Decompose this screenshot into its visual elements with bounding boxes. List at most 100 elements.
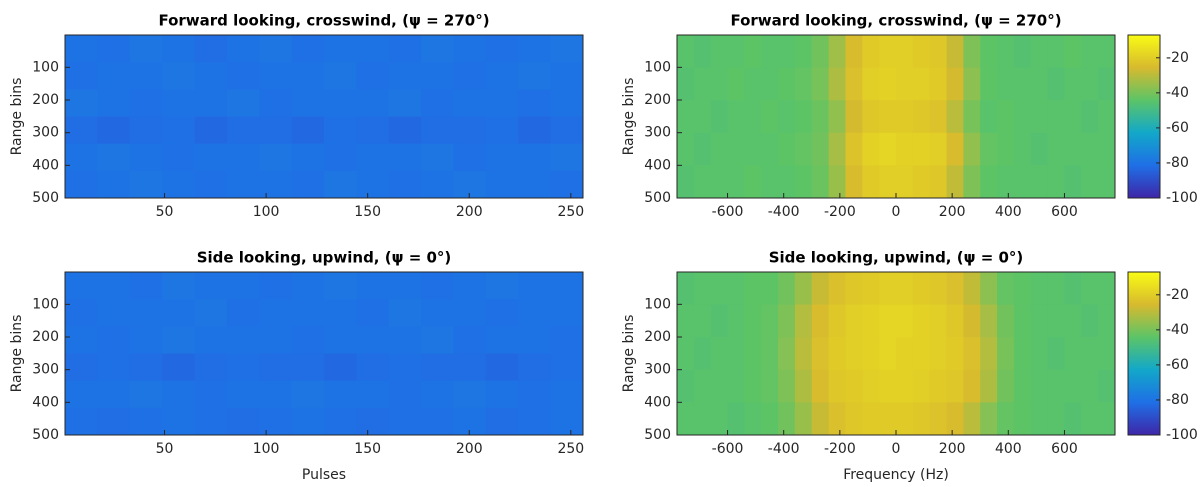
heatmap-cell <box>879 304 897 338</box>
heatmap-cell <box>896 132 914 166</box>
heatmap-cell <box>194 143 228 172</box>
heatmap-cell <box>129 407 163 436</box>
heatmap-cell <box>744 100 762 134</box>
heatmap-cell <box>388 299 422 327</box>
heatmap-cell <box>1047 272 1065 306</box>
heatmap-cell <box>693 67 712 101</box>
heatmap-cell <box>1098 35 1116 69</box>
heatmap-cell <box>710 165 729 199</box>
heatmap-cell <box>862 272 880 306</box>
heatmap-cell <box>1013 337 1032 371</box>
heatmap-cell <box>997 272 1015 306</box>
heatmap-cell <box>845 369 863 403</box>
x-tick-label: -600 <box>712 204 744 220</box>
x-tick-label: 50 <box>156 441 174 457</box>
heatmap-cell <box>129 299 163 327</box>
heatmap-cell <box>845 402 863 436</box>
heatmap-cell <box>356 326 390 354</box>
heatmap-cell <box>710 35 729 69</box>
heatmap-cell <box>485 272 519 300</box>
heatmap-cell <box>550 170 584 199</box>
heatmap-cell <box>518 407 552 436</box>
heatmap-cell <box>1013 132 1032 166</box>
y-tick-label: 400 <box>644 394 671 410</box>
heatmap-cell <box>761 402 779 436</box>
heatmap-cell <box>929 132 948 166</box>
heatmap-cell <box>845 272 863 306</box>
heatmap-cell <box>761 165 779 199</box>
heatmap-cell <box>896 304 914 338</box>
y-tick-label: 200 <box>32 92 59 108</box>
x-tick-label: 100 <box>253 441 280 457</box>
x-tick-label: 400 <box>995 441 1022 457</box>
heatmap-cell <box>129 170 163 199</box>
colorbar-tick-label: -80 <box>1166 392 1189 408</box>
heatmap-cell <box>388 326 422 354</box>
heatmap-cell <box>778 272 796 306</box>
heatmap-cell <box>226 326 260 354</box>
heatmap-cell <box>963 100 981 134</box>
heatmap-cell <box>97 353 131 382</box>
heatmap-cell <box>485 35 519 63</box>
heatmap-cell <box>862 35 880 69</box>
heatmap-cell <box>1013 100 1032 134</box>
heatmap-cell <box>778 132 796 166</box>
heatmap-cell <box>710 272 729 306</box>
heatmap-cell <box>291 170 325 199</box>
heatmap-cell <box>946 132 964 166</box>
heatmap-cell <box>929 165 948 199</box>
heatmap-cell <box>226 407 260 436</box>
heatmap-cell <box>828 272 846 306</box>
heatmap-cell <box>1081 369 1099 403</box>
heatmap-cell <box>97 116 131 145</box>
heatmap-cell <box>1013 304 1032 338</box>
heatmap-cell <box>778 165 796 199</box>
heatmap-cell <box>862 369 880 403</box>
heatmap-cell <box>828 132 846 166</box>
y-axis-label: Range bins <box>9 78 25 156</box>
heatmap-cell <box>550 299 584 327</box>
heatmap-cell <box>677 35 695 69</box>
heatmap-cell <box>194 407 228 436</box>
heatmap-cell <box>291 62 325 90</box>
heatmap-cell <box>550 380 584 409</box>
heatmap-cell <box>794 165 813 199</box>
heatmap-cell <box>862 337 880 371</box>
heatmap-cell <box>946 35 964 69</box>
heatmap-cell <box>550 272 584 300</box>
heatmap-cell <box>518 89 552 117</box>
heatmap-cell <box>997 337 1015 371</box>
colorbar-tick-label: -100 <box>1166 427 1198 443</box>
heatmap-cell <box>291 116 325 145</box>
heatmap-cell <box>356 407 390 436</box>
heatmap-cell <box>485 170 519 199</box>
heatmap-cell <box>1013 272 1032 306</box>
heatmap-cell <box>1047 337 1065 371</box>
heatmap-cell <box>194 89 228 117</box>
heatmap-cell <box>421 35 454 63</box>
heatmap-cell <box>485 299 519 327</box>
heatmap-cell <box>129 89 163 117</box>
heatmap-cell <box>518 35 552 63</box>
heatmap-cell <box>550 62 584 90</box>
heatmap-cell <box>744 67 762 101</box>
heatmap-cell <box>811 67 830 101</box>
y-tick-label: 100 <box>644 59 671 75</box>
heatmap-cell <box>421 272 454 300</box>
heatmap-cell <box>778 100 796 134</box>
heatmap-cell <box>1030 402 1049 436</box>
heatmap-cell <box>912 369 931 403</box>
heatmap-cell <box>65 116 98 145</box>
x-tick-label: -200 <box>824 441 856 457</box>
heatmap-cell <box>693 35 712 69</box>
heatmap-cell <box>1047 100 1065 134</box>
heatmap-cell <box>194 116 228 145</box>
heatmap-cell <box>485 326 519 354</box>
heatmap-cell <box>97 299 131 327</box>
heatmap-cell <box>162 62 195 90</box>
heatmap-cell <box>761 67 779 101</box>
heatmap-cell <box>997 35 1015 69</box>
heatmap-cell <box>677 165 695 199</box>
heatmap-cell <box>324 353 357 382</box>
y-tick-label: 500 <box>32 427 59 443</box>
